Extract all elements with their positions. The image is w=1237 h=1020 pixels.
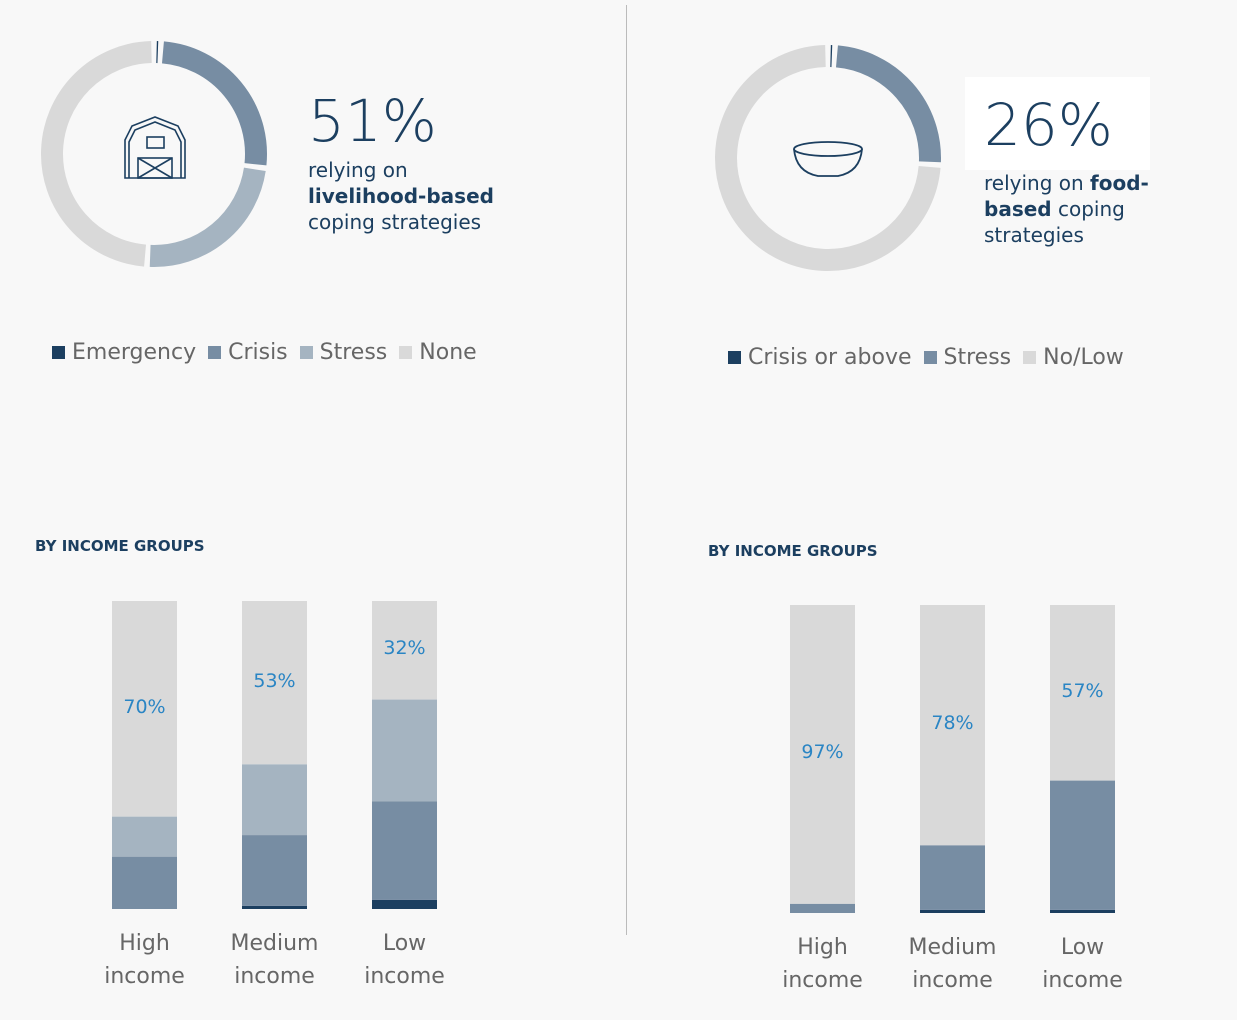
legend-item: Stress: [299, 340, 388, 365]
x-tick-label: High income: [782, 935, 863, 993]
bar-segment: [372, 899, 437, 909]
headline: 51%: [308, 87, 437, 155]
caption-part: relying on: [308, 158, 408, 182]
headline: 26%: [984, 91, 1113, 159]
divider: [626, 5, 627, 935]
legend-label: Stress: [943, 345, 1012, 370]
caption-part: relying on: [984, 171, 1084, 195]
bar-segment: [242, 764, 307, 836]
x-tick-label: Medium income: [908, 935, 997, 993]
donut-segment: [149, 167, 266, 267]
legend-item: Emergency: [52, 340, 196, 365]
legend-label: No/Low: [1043, 345, 1124, 370]
value-label: 53%: [253, 669, 296, 692]
value-label: 57%: [1061, 679, 1104, 702]
bar-segment: [920, 909, 985, 913]
caption-part: livelihood-based: [308, 184, 494, 208]
legend-label: Crisis: [228, 340, 288, 365]
caption-part: coping strategies: [308, 210, 482, 234]
donut-segment: [41, 41, 152, 267]
bar-segment: [1050, 780, 1115, 910]
legend-item: Crisis: [208, 340, 288, 365]
legend-label: Emergency: [72, 340, 197, 365]
legend-item: None: [399, 340, 477, 365]
legend-swatch: [1023, 351, 1037, 364]
legend-item: Stress: [923, 345, 1012, 370]
x-tick-label: High income: [104, 931, 185, 989]
bar-segment: [242, 835, 307, 906]
caption: relying on livelihood-based coping strat…: [308, 157, 498, 235]
headline-box: [965, 77, 1150, 170]
chart-title: BY INCOME GROUPS: [708, 542, 878, 560]
bar-segment: [1050, 605, 1115, 781]
caption-part: food-based: [984, 171, 1149, 221]
donut-segment: [161, 41, 267, 166]
donut-segment: [715, 45, 941, 271]
bar-segment: [920, 845, 985, 910]
bar-segment: [112, 601, 177, 817]
bowl-icon: [793, 141, 863, 177]
bar-segment: [242, 601, 307, 765]
legend-swatch: [728, 351, 741, 364]
bar-segment: [242, 905, 307, 909]
legend-item: Crisis or above: [728, 345, 912, 370]
bar-segment: [790, 903, 855, 913]
x-tick-label: Low income: [1042, 935, 1123, 993]
legend-swatch: [208, 346, 222, 359]
bar-segment: [112, 816, 177, 857]
donut-segment: [835, 45, 941, 163]
legend-item: No/Low: [1023, 345, 1124, 370]
x-tick-label: Low income: [364, 931, 445, 989]
caption: relying on food-based coping strategies: [984, 170, 1149, 248]
bar-segment: [372, 699, 437, 802]
bar-segment: [372, 801, 437, 900]
caption-part: coping strategies: [984, 197, 1125, 247]
bar-segment: [920, 605, 985, 846]
legend-swatch: [299, 346, 313, 359]
barn-icon: [124, 116, 186, 179]
x-tick-label: Medium income: [230, 931, 319, 989]
value-label: 97%: [801, 741, 844, 764]
legend-swatch: [399, 346, 413, 359]
value-label: 32%: [383, 637, 426, 660]
legend-swatch: [923, 351, 937, 364]
value-label: 78%: [931, 712, 974, 735]
legend-label: Stress: [319, 340, 388, 365]
legend-label: None: [419, 340, 477, 365]
legend: Crisis or above Stress No/Low: [728, 345, 1136, 370]
legend-swatch: [52, 346, 65, 359]
legend: Emergency Crisis Stress None: [52, 340, 489, 365]
value-label: 70%: [123, 695, 166, 718]
bar-segment: [790, 605, 855, 904]
bar-segment: [112, 856, 177, 909]
bar-segment: [372, 601, 437, 700]
chart-title: BY INCOME GROUPS: [35, 537, 205, 555]
legend-label: Crisis or above: [748, 345, 912, 370]
bar-segment: [1050, 909, 1115, 913]
